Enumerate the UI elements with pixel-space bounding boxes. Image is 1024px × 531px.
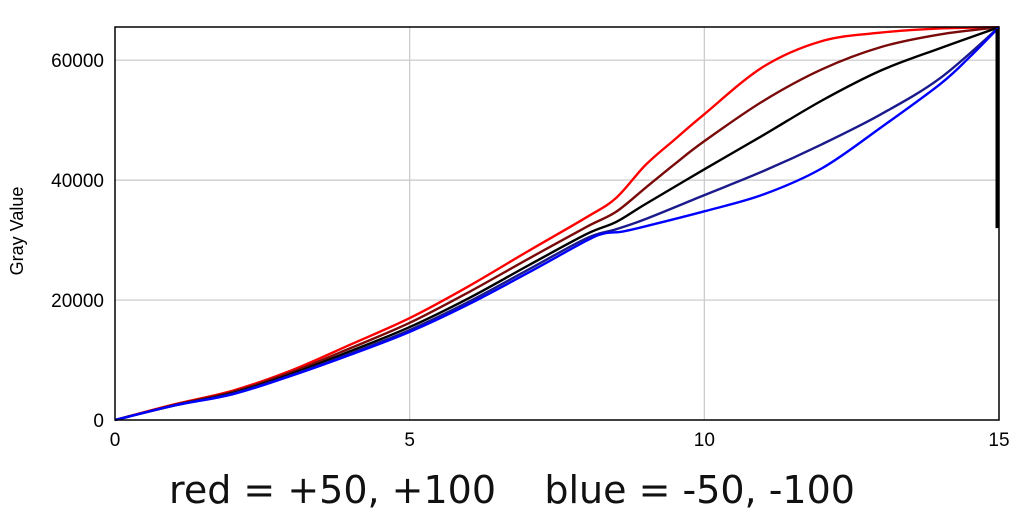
series-line-0 [114,26,1000,422]
x-tick-labels: 0 5 10 15 [110,430,1010,451]
x-tick-label: 15 [988,430,1009,451]
series-line-1 [114,26,1000,422]
grid [115,27,999,420]
y-tick-label: 20000 [51,291,104,312]
y-tick-label: 40000 [51,171,104,192]
x-tick-label: 0 [110,430,121,451]
series-line-3 [114,26,1000,422]
y-tick-label: 0 [93,411,104,432]
x-tick-label: 10 [694,430,715,451]
series-line-4 [114,26,1000,422]
series-group [114,26,1000,422]
y-tick-labels: 0 20000 40000 60000 [51,51,104,432]
x-tick-label: 5 [404,430,415,451]
series-line-2 [114,26,1000,422]
y-axis-label: Gray Value [7,187,27,276]
legend-caption: red = +50, +100 blue = -50, -100 [169,468,855,512]
plot-frame [114,26,1000,421]
y-tick-label: 60000 [51,51,104,72]
